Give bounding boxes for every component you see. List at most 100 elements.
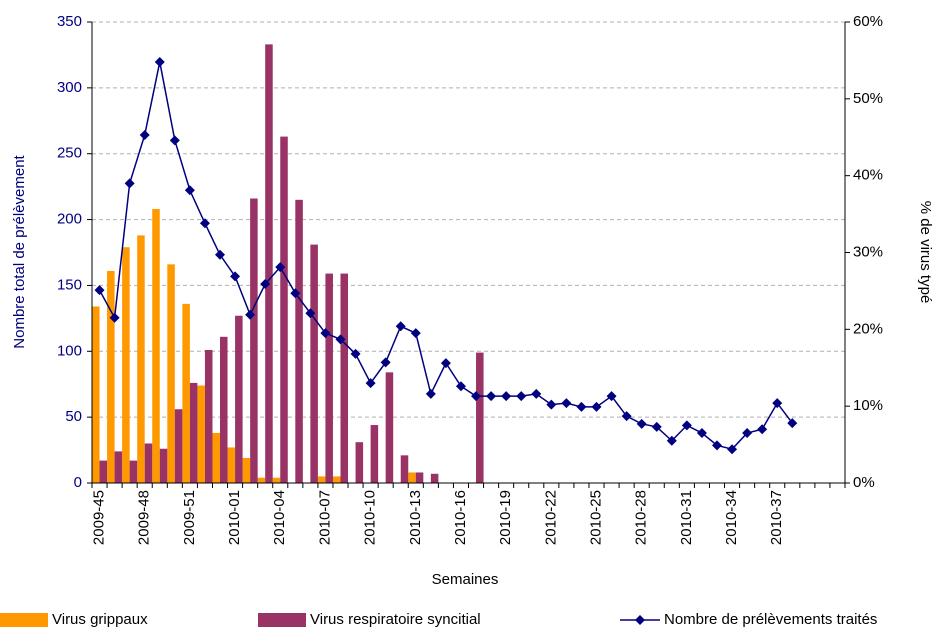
bar	[415, 472, 424, 483]
marker	[727, 444, 738, 455]
bar	[332, 476, 341, 483]
bar	[204, 349, 213, 483]
legend-swatch	[0, 613, 48, 627]
y-axis-title: Nombre total de prélèvement	[11, 154, 28, 348]
bar	[235, 315, 243, 483]
x-tick-label: 2009-48	[136, 490, 153, 545]
marker	[290, 288, 301, 299]
marker	[320, 328, 331, 339]
bar	[272, 477, 281, 483]
bar	[408, 472, 416, 483]
marker	[471, 391, 482, 402]
marker	[576, 401, 587, 412]
y-tick-label: 100	[57, 342, 82, 359]
marker	[410, 328, 421, 339]
marker	[199, 218, 210, 229]
marker	[230, 271, 241, 282]
y2-tick-label: 50%	[853, 90, 883, 107]
marker	[591, 401, 602, 412]
marker	[335, 334, 346, 345]
marker	[757, 424, 768, 435]
y2-tick-label: 60%	[853, 13, 883, 30]
bar	[310, 244, 318, 483]
y2-tick-label: 30%	[853, 243, 883, 260]
marker	[245, 309, 256, 320]
x-tick-label: 2010-28	[633, 490, 650, 545]
bar	[476, 352, 484, 483]
bar	[370, 425, 379, 483]
legend-label: Virus respiratoire syncitial	[310, 611, 481, 628]
x-tick-label: 2010-01	[226, 490, 243, 545]
x-tick-label: 2010-10	[362, 490, 379, 545]
marker	[531, 388, 542, 399]
marker	[742, 428, 753, 439]
bar	[159, 448, 168, 483]
x-tick-label: 2010-22	[542, 490, 559, 545]
x-tick-label: 2010-31	[678, 490, 695, 545]
x-tick-label: 2010-34	[723, 490, 740, 545]
marker	[636, 418, 647, 429]
x-tick-label: 2010-04	[271, 490, 288, 545]
bar	[144, 443, 153, 483]
y2-tick-label: 10%	[853, 397, 883, 414]
y-tick-label: 250	[57, 145, 82, 162]
bar	[122, 247, 130, 483]
marker	[124, 178, 135, 189]
marker	[666, 435, 677, 446]
bar	[220, 336, 228, 483]
bar	[295, 199, 303, 484]
bar	[430, 473, 439, 483]
y2-tick-label: 40%	[853, 167, 883, 184]
bar	[317, 476, 326, 483]
bar	[99, 460, 108, 483]
marker	[139, 129, 150, 140]
y2-axis-title: % de virus typé	[917, 201, 934, 304]
marker	[395, 321, 406, 332]
marker	[169, 135, 180, 146]
marker	[516, 391, 527, 402]
bar	[137, 235, 145, 483]
bar	[212, 432, 221, 483]
marker	[696, 428, 707, 439]
marker	[350, 348, 361, 359]
x-axis-title: Semaines	[432, 571, 499, 588]
bar	[92, 306, 100, 483]
legend-marker	[635, 615, 645, 625]
bar	[325, 273, 333, 483]
y-tick-label: 300	[57, 79, 82, 96]
marker	[681, 420, 692, 431]
bar	[355, 442, 364, 483]
marker	[94, 285, 105, 296]
bar	[400, 455, 409, 483]
y-tick-label: 50	[65, 408, 82, 425]
bar	[182, 303, 190, 483]
marker	[606, 391, 617, 402]
bar	[107, 270, 115, 483]
marker	[184, 185, 195, 196]
bar	[340, 273, 349, 483]
y-tick-label: 200	[57, 211, 82, 228]
x-tick-label: 2010-16	[452, 490, 469, 545]
x-tick-label: 2010-07	[316, 490, 333, 545]
bar	[250, 198, 258, 484]
x-tick-label: 2009-45	[90, 490, 107, 545]
y2-tick-label: 0%	[853, 474, 875, 491]
legend-label: Virus grippaux	[52, 611, 148, 628]
x-tick-label: 2009-51	[181, 490, 198, 545]
y-tick-label: 150	[57, 276, 82, 293]
marker	[455, 381, 466, 392]
bar	[129, 460, 138, 483]
marker	[787, 418, 798, 429]
bar	[197, 385, 205, 483]
marker	[109, 312, 120, 323]
marker	[380, 357, 391, 368]
marker	[275, 262, 286, 273]
marker	[711, 440, 722, 451]
bar	[257, 477, 266, 483]
bar	[189, 382, 198, 483]
marker	[440, 358, 451, 369]
x-tick-label: 2010-19	[497, 490, 514, 545]
bar	[114, 451, 123, 483]
x-tick-label: 2010-13	[407, 490, 424, 545]
